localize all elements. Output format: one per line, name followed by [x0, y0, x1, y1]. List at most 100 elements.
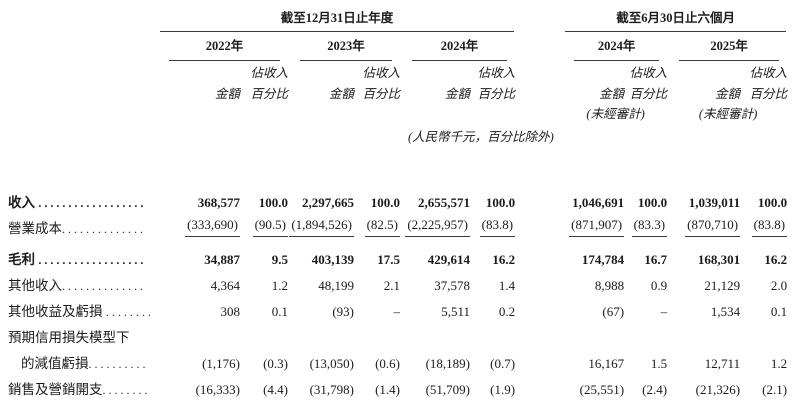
year-2023: 2023年: [300, 35, 392, 61]
pct-cell: 16.2: [764, 252, 788, 267]
unit-note-row: (人民幣千元，百分比除外): [8, 122, 788, 145]
unaudited-note: (未經審計): [698, 107, 758, 121]
unit-note: (人民幣千元，百分比除外): [408, 130, 554, 144]
amount-cell: 12,711: [704, 356, 741, 371]
amount-cell: 168,301: [697, 252, 741, 267]
financial-table: 截至12月31日止年度 截至6月30日止六個月 2022年 2023年 2024…: [8, 6, 788, 398]
amount-cell: (1,176): [202, 356, 240, 371]
pct-cell: 17.5: [377, 252, 400, 267]
pct-cell: (0.3): [263, 356, 288, 371]
row-label: 收入: [8, 195, 35, 210]
pct-cell: (4.4): [263, 382, 288, 397]
pct-header-bottom: 百分比: [629, 87, 668, 101]
pct-cell: 100.0: [258, 195, 288, 210]
pct-header-bottom: 百分比: [250, 87, 288, 101]
table-row-selling-marketing-expenses: 銷售及營銷開支........ (16,333) (4.4) (31,798) …: [8, 372, 788, 398]
dot-leader: ..........: [88, 357, 149, 371]
amount-cell: 2,297,665: [302, 195, 354, 210]
pct-cell: –: [393, 304, 401, 319]
amount-cell: 4,364: [210, 278, 240, 293]
spacer-row: [8, 145, 788, 185]
amount-header: 金額: [444, 87, 470, 101]
unaudited-note: (未經審計): [586, 107, 645, 121]
amount-cell: 16,167: [588, 356, 625, 371]
pct-cell: 100.0: [485, 195, 516, 210]
pct-header-top: 佔收入: [477, 66, 516, 80]
pct-cell: 0.1: [770, 304, 788, 319]
pct-cell: (2.4): [642, 382, 668, 397]
amount-header: 金額: [715, 87, 741, 101]
amount-cell: (67): [602, 304, 625, 319]
row-label: 毛利: [8, 252, 35, 267]
amount-cell: 368,577: [197, 195, 240, 210]
amount-cell: (13,050): [309, 356, 354, 371]
table-row-other-income: 其他收入.............. 4,364 1.2 48,199 2.1 …: [8, 268, 788, 294]
amount-cell: (21,326): [695, 382, 741, 397]
pct-cell: 9.5: [271, 252, 288, 267]
pct-cell: (83.3): [625, 211, 668, 237]
amount-cell: (93): [332, 304, 354, 319]
year-header-row: 2022年 2023年 2024年 2024年 2025年: [8, 32, 788, 61]
row-label: 預期信用損失模型下: [8, 330, 130, 345]
pct-cell: 0.1: [271, 304, 288, 319]
pct-cell: (0.6): [375, 356, 400, 371]
pct-cell: (0.7): [490, 356, 516, 371]
pct-header-bottom: 百分比: [362, 87, 400, 101]
pct-cell: (1.9): [490, 382, 516, 397]
pct-cell: 100.0: [637, 195, 668, 210]
amount-cell: 48,199: [318, 278, 354, 293]
amount-cell: 308: [220, 304, 241, 319]
period-group-annual: 截至12月31日止年度: [160, 7, 515, 32]
amount-cell: (871,907): [563, 211, 625, 237]
unaudited-row: (未經審計) (未經審計): [8, 102, 788, 122]
pct-cell: (90.5): [241, 211, 289, 237]
pct-cell: (83.8): [471, 211, 516, 237]
pct-cell: 0.9: [650, 278, 668, 293]
table-row-other-gains-losses: 其他收益及虧損 ........ 308 0.1 (93) – 5,511 0.…: [8, 294, 788, 320]
dot-leader: ..................: [38, 253, 147, 267]
table-row-cost-of-sales: 營業成本.............. (333,690) (90.5) (1,8…: [8, 211, 788, 237]
amount-cell: 403,139: [311, 252, 354, 267]
amount-cell: (25,551): [579, 382, 625, 397]
amount-header: 金額: [328, 87, 354, 101]
amount-cell: 37,578: [434, 278, 470, 293]
amount-cell: (333,690): [158, 211, 241, 237]
pct-cell: –: [660, 304, 668, 319]
pct-cell: 1.4: [498, 278, 516, 293]
amount-cell: 1,046,691: [572, 195, 625, 210]
amount-cell: 21,129: [704, 278, 741, 293]
amount-cell: 5,511: [441, 304, 470, 319]
amount-cell: (870,710): [668, 211, 741, 237]
dot-leader: ..................: [38, 196, 147, 210]
pct-cell: (2.1): [762, 382, 788, 397]
amount-cell: 1,534: [710, 304, 741, 319]
pct-cell: 100.0: [757, 195, 788, 210]
pct-header-top: 佔收入: [629, 66, 668, 80]
pct-header-top: 佔收入: [250, 66, 288, 80]
dot-leader: ..............: [62, 222, 146, 236]
pct-cell: 16.2: [492, 252, 516, 267]
period-group-interim: 截至6月30日止六個月: [565, 7, 787, 32]
row-label: 的減值虧損: [21, 356, 89, 371]
amount-cell: 34,887: [204, 252, 240, 267]
subheader-row-2: 金額 百分比 金額 百分比 金額 百分比 金額 百分比 金額 百分比: [8, 81, 788, 102]
amount-cell: (16,333): [195, 382, 240, 397]
year-2022: 2022年: [169, 35, 280, 61]
period-group-header-row: 截至12月31日止年度 截至6月30日止六個月: [8, 6, 788, 32]
amount-cell: 1,039,011: [688, 195, 741, 210]
pct-cell: 1.5: [650, 356, 668, 371]
amount-cell: (18,189): [425, 356, 470, 371]
amount-cell: 2,655,571: [418, 195, 470, 210]
pct-cell: 100.0: [370, 195, 400, 210]
row-label: 銷售及營銷開支: [8, 382, 103, 397]
table-row-ecl-model-header: 預期信用損失模型下: [8, 320, 788, 346]
amount-cell: 8,988: [594, 278, 625, 293]
amount-header: 金額: [214, 87, 240, 101]
amount-cell: (31,798): [309, 382, 354, 397]
year-2025-interim: 2025年: [679, 35, 780, 61]
pct-cell: 1.2: [770, 356, 788, 371]
pct-cell: 16.7: [644, 252, 668, 267]
amount-cell: 174,784: [581, 252, 625, 267]
pct-header-bottom: 百分比: [477, 87, 516, 101]
